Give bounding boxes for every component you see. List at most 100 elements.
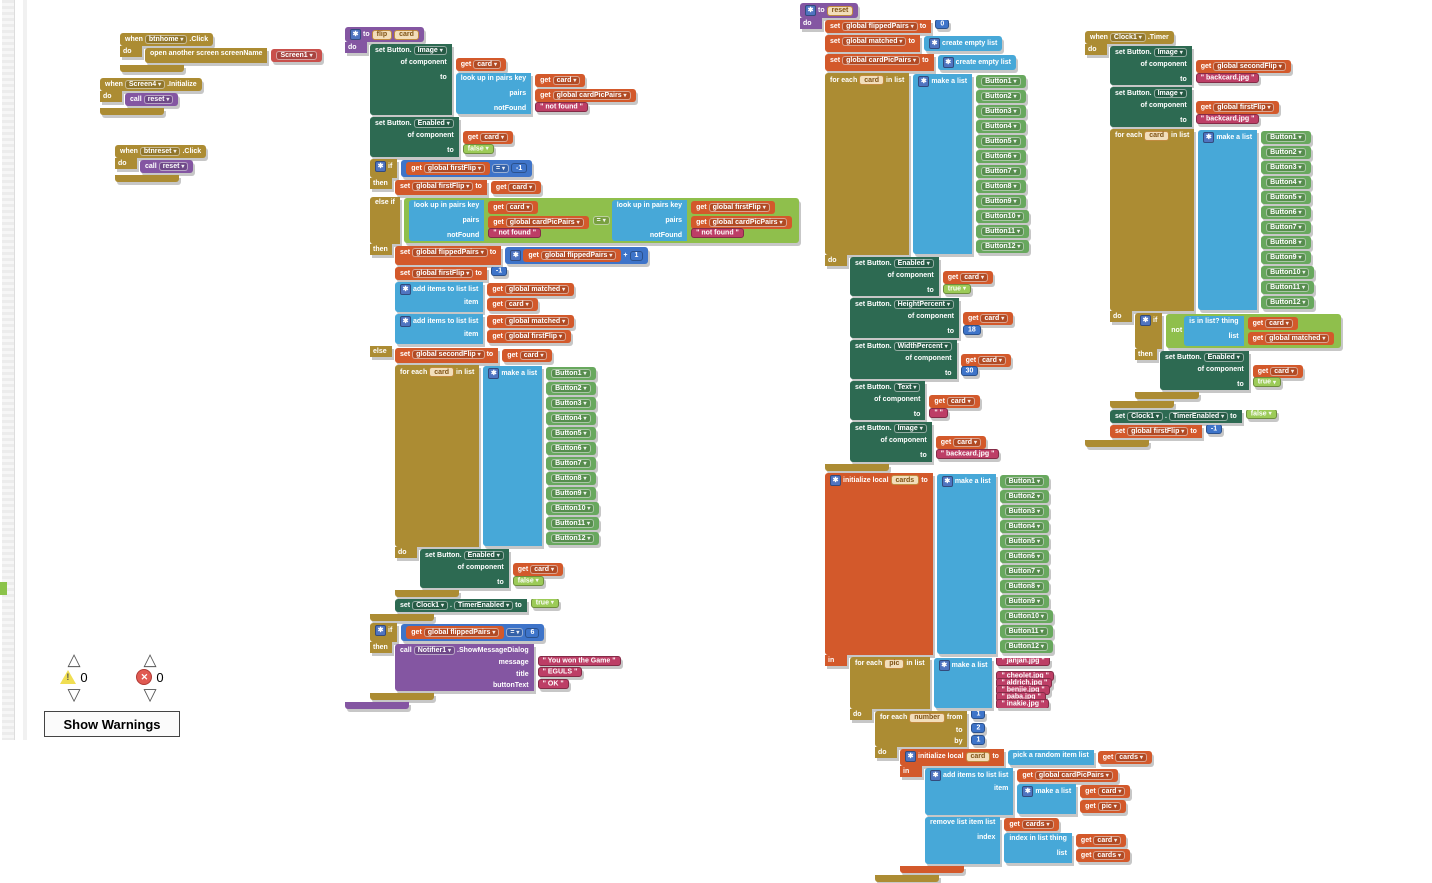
get-block[interactable]: get global cardPicPairs ▾ bbox=[488, 215, 589, 229]
make-a-list[interactable]: ✱ make a list Button1 ▾ Button2 ▾ Button3 ▾ B… bbox=[913, 74, 1031, 254]
dropdown-field[interactable]: Button11 ▾ bbox=[1266, 282, 1310, 292]
dropdown-field[interactable]: global firstFlip ▾ bbox=[412, 269, 474, 279]
get-block[interactable]: get card ▾ bbox=[1252, 364, 1304, 378]
dropdown-field[interactable]: Image ▾ bbox=[1153, 89, 1187, 99]
component-block[interactable]: Button4 ▾ bbox=[1261, 175, 1311, 189]
math-equals[interactable]: get global flippedPairs ▾ = ▾ 6 bbox=[401, 624, 545, 642]
set-global-firstflip[interactable]: set global firstFlip ▾ to -1 bbox=[395, 267, 509, 281]
boolean-block[interactable]: true ▾ bbox=[942, 283, 971, 294]
get-block[interactable]: get card ▾ bbox=[960, 353, 1011, 367]
get-block[interactable]: get card ▾ bbox=[512, 563, 564, 577]
set-button-widthpercent[interactable]: set Button. WidthPercent ▾ of component get… bbox=[850, 339, 1013, 380]
dropdown-field[interactable]: Button1 ▾ bbox=[1266, 132, 1306, 142]
component-block[interactable]: Button11 ▾ bbox=[546, 517, 600, 531]
component-block[interactable]: Button9 ▾ bbox=[1261, 250, 1311, 264]
dropdown-field[interactable]: Button10 ▾ bbox=[981, 212, 1025, 221]
dropdown-field[interactable]: card ▾ bbox=[953, 438, 982, 448]
dropdown-field[interactable]: Button8 ▾ bbox=[1266, 237, 1306, 247]
component-block[interactable]: Button10 ▾ bbox=[546, 502, 600, 516]
make-a-list[interactable]: ✱ make a list Button1 ▾ Button2 ▾ Button3 ▾ B… bbox=[1198, 129, 1316, 310]
number-block[interactable]: 1 bbox=[971, 710, 986, 720]
pick-a-random-item[interactable]: pick a random item list get cards ▾ bbox=[1007, 750, 1154, 766]
mutator-icon[interactable]: ✱ bbox=[942, 57, 954, 68]
get-block[interactable]: get card ▾ bbox=[962, 312, 1014, 326]
dropdown-field[interactable]: cards ▾ bbox=[1115, 753, 1147, 763]
component-block[interactable]: Button11 ▾ bbox=[976, 225, 1030, 238]
boolean-block[interactable]: false ▾ bbox=[1245, 410, 1277, 419]
component-block[interactable]: Button6 ▾ bbox=[976, 150, 1026, 163]
dropdown-field[interactable]: global firstFlip ▾ bbox=[412, 181, 474, 191]
component-block[interactable]: Button3 ▾ bbox=[1261, 160, 1311, 174]
create-empty-list[interactable]: ✱ create empty list bbox=[924, 36, 1003, 51]
dropdown-field[interactable]: global flippedPairs ▾ bbox=[423, 628, 500, 638]
dropdown-field[interactable]: Enabled ▾ bbox=[463, 551, 504, 561]
call-notifier1-showmessagedialog[interactable]: call Notifier1 ▾ .ShowMessageDialog message… bbox=[395, 644, 623, 692]
for-each-number[interactable]: for each number from 1 to 2 by 1 do ✱ initialize l… bbox=[875, 710, 1156, 883]
get-block[interactable]: get global matched ▾ bbox=[487, 283, 575, 297]
dropdown-field[interactable]: Button12 ▾ bbox=[1266, 297, 1310, 307]
make-a-list[interactable]: ✱ make a list Button1 ▾ Button2 ▾ Button3 ▾ B… bbox=[483, 366, 601, 547]
dropdown-field[interactable]: card ▾ bbox=[504, 300, 533, 310]
set-button-enabled[interactable]: set Button. Enabled ▾ of component get card … bbox=[850, 257, 995, 297]
component-block[interactable]: Button11 ▾ bbox=[1261, 280, 1315, 294]
mutator-icon[interactable]: ✱ bbox=[938, 659, 950, 671]
stack-when-btnhome-click[interactable]: when btnhome ▾ .Click do open another screen… bbox=[120, 32, 324, 73]
dropdown-field[interactable]: Button7 ▾ bbox=[551, 459, 591, 469]
dropdown-field[interactable]: Text ▾ bbox=[893, 383, 921, 393]
lookup-in-pairs[interactable]: look up in pairs key get card ▾ pairs get glo… bbox=[408, 199, 591, 242]
component-block[interactable]: Button1 ▾ bbox=[976, 75, 1026, 88]
dropdown-field[interactable]: cards ▾ bbox=[1021, 820, 1054, 830]
boolean-block[interactable]: true ▾ bbox=[1252, 377, 1281, 388]
for-each-card[interactable]: for each card in list ✱ make a list Button1 ▾… bbox=[395, 365, 603, 598]
number-block[interactable]: -1 bbox=[1205, 425, 1223, 434]
dropdown-field[interactable]: Button3 ▾ bbox=[981, 107, 1021, 116]
dropdown-field[interactable]: card ▾ bbox=[1093, 836, 1122, 846]
mutator-icon[interactable]: ✱ bbox=[350, 29, 361, 40]
set-global-firstflip[interactable]: set global firstFlip ▾ to -1 bbox=[1110, 425, 1224, 439]
number-block[interactable]: 30 bbox=[960, 366, 979, 377]
dropdown-field[interactable]: Button10 ▾ bbox=[1004, 611, 1048, 621]
mutator-icon[interactable]: ✱ bbox=[1203, 131, 1215, 143]
param-chip[interactable]: card bbox=[429, 367, 455, 378]
dropdown-field[interactable]: Button2 ▾ bbox=[1004, 491, 1045, 501]
dropdown-field[interactable]: global matched ▾ bbox=[842, 37, 907, 46]
get-block[interactable]: get card ▾ bbox=[935, 436, 987, 450]
get-block[interactable]: get global matched ▾ bbox=[1247, 331, 1335, 345]
get-block[interactable]: get global matched ▾ bbox=[487, 315, 575, 329]
dropdown-field[interactable]: card ▾ bbox=[505, 202, 534, 212]
set-button-image[interactable]: set Button. Image ▾ of component get card ▾ t… bbox=[850, 422, 1001, 462]
get-block[interactable]: get cards ▾ bbox=[1075, 849, 1131, 863]
dropdown-field[interactable]: global firstFlip ▾ bbox=[423, 163, 485, 173]
component-block[interactable]: Button6 ▾ bbox=[999, 549, 1050, 563]
param-chip[interactable]: card bbox=[965, 751, 991, 762]
component-block[interactable]: Button12 ▾ bbox=[976, 240, 1030, 253]
dropdown-field[interactable]: Button9 ▾ bbox=[1266, 252, 1306, 262]
mutator-icon[interactable]: ✱ bbox=[510, 250, 522, 262]
param-chip[interactable]: flip bbox=[371, 29, 393, 40]
dropdown-field[interactable]: global firstFlip ▾ bbox=[708, 202, 770, 212]
get-block[interactable]: get global firstFlip ▾ bbox=[691, 200, 775, 214]
get-block[interactable]: get global firstFlip ▾ bbox=[1195, 101, 1280, 115]
dropdown-field[interactable]: Button8 ▾ bbox=[981, 182, 1021, 191]
add-items-to-list[interactable]: ✱ add items to list list get global cardPic… bbox=[925, 768, 1134, 816]
get-block[interactable]: get card ▾ bbox=[942, 271, 994, 284]
set-button-image[interactable]: set Button. Image ▾ of component get card ▾ t… bbox=[370, 44, 640, 116]
dropdown-field[interactable]: Clock1 ▾ bbox=[1127, 412, 1164, 422]
stack-procedure-reset[interactable]: ✱ to reset do set global flippedPairs ▾ to 0 set… bbox=[800, 2, 1156, 883]
component-block[interactable]: Button2 ▾ bbox=[1261, 145, 1311, 159]
boolean-block[interactable]: false ▾ bbox=[462, 143, 494, 154]
set-global-cardpicpairs[interactable]: set global cardPicPairs ▾ to ✱ create empty … bbox=[825, 54, 1018, 71]
create-empty-list[interactable]: ✱ create empty list bbox=[937, 55, 1016, 70]
dropdown-field[interactable]: Button5 ▾ bbox=[1266, 192, 1306, 202]
get-block[interactable]: get global flippedPairs ▾ bbox=[523, 249, 622, 263]
dropdown-field[interactable]: Enabled ▾ bbox=[893, 259, 934, 268]
component-block[interactable]: Button1 ▾ bbox=[999, 474, 1050, 488]
text-string-block[interactable]: " janjan.jpg " bbox=[996, 657, 1050, 667]
math-add[interactable]: ✱ get global flippedPairs ▾ +1 bbox=[505, 247, 649, 265]
dropdown-field[interactable]: Button2 ▾ bbox=[981, 92, 1021, 101]
warning-expand-arrow-icon[interactable]: ▽ bbox=[67, 685, 81, 704]
component-block[interactable]: Button3 ▾ bbox=[976, 105, 1026, 118]
component-block[interactable]: Button10 ▾ bbox=[1261, 265, 1315, 279]
text-string-block[interactable]: " cheolet.jpg " bbox=[996, 671, 1054, 682]
text-string-block[interactable]: " backcard.jpg " bbox=[1195, 113, 1260, 124]
